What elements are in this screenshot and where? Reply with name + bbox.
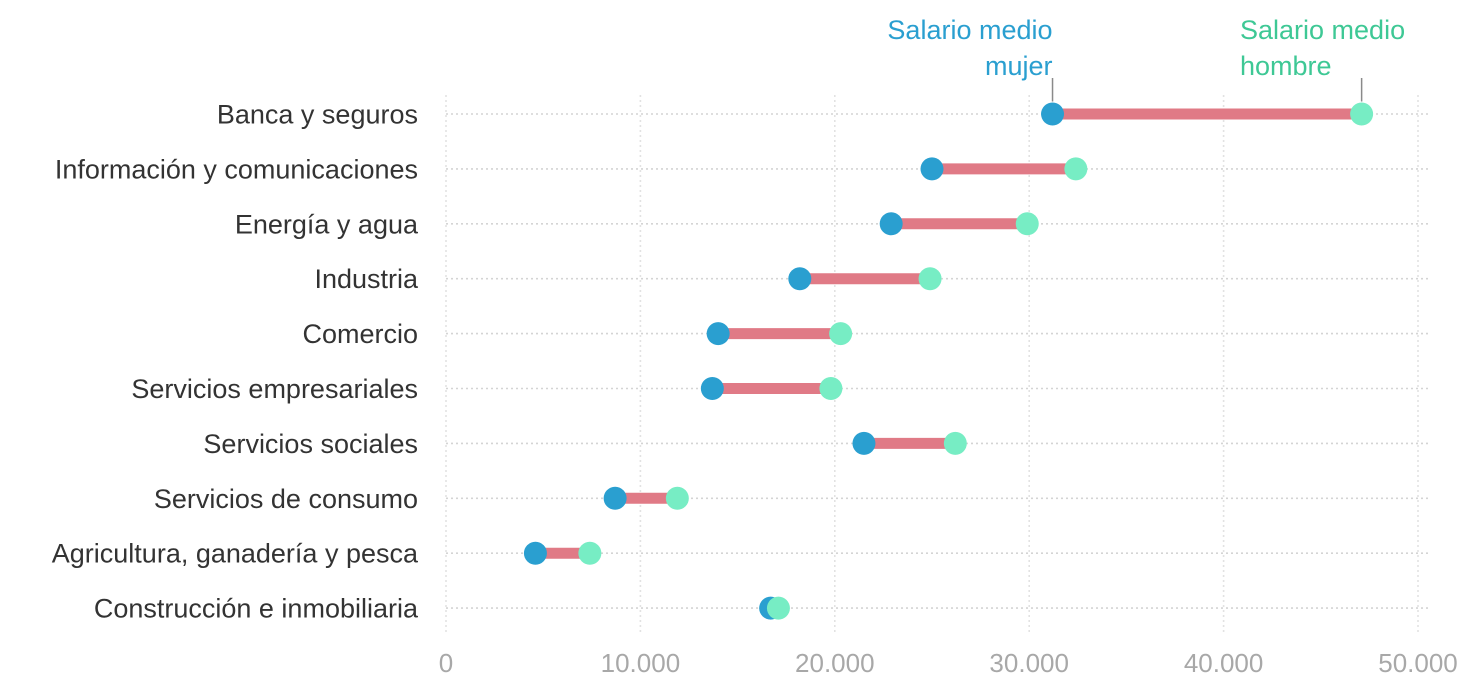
salary-dots bbox=[523, 102, 1374, 620]
legend-hombre: Salario medio hombre bbox=[1240, 15, 1405, 102]
women-salary-dot bbox=[1041, 102, 1065, 126]
women-salary-dot bbox=[523, 541, 547, 565]
legend-mujer-line: Salario medio bbox=[887, 15, 1052, 45]
men-salary-dot bbox=[943, 431, 967, 455]
series-annotations: Salario medio mujer Salario medio hombre bbox=[887, 15, 1405, 102]
category-label: Servicios empresariales bbox=[131, 374, 418, 404]
category-labels: Banca y seguros Información y comunicacio… bbox=[52, 100, 419, 624]
category-label: Banca y seguros bbox=[217, 100, 418, 130]
women-salary-dot bbox=[920, 157, 944, 181]
category-label: Industria bbox=[314, 264, 419, 294]
men-salary-dot bbox=[578, 541, 602, 565]
x-axis-ticks: 0 10.000 20.000 30.000 40.000 50.000 bbox=[439, 648, 1458, 675]
x-tick-label: 50.000 bbox=[1378, 648, 1458, 675]
category-label: Construcción e inmobiliaria bbox=[94, 594, 419, 624]
women-salary-dot bbox=[852, 431, 876, 455]
legend-hombre-line: hombre bbox=[1240, 51, 1332, 81]
category-label: Agricultura, ganadería y pesca bbox=[52, 539, 419, 569]
men-salary-dot bbox=[1015, 212, 1039, 236]
men-salary-dot bbox=[1350, 102, 1374, 126]
men-salary-dot bbox=[819, 377, 843, 400]
x-tick-label: 0 bbox=[439, 648, 453, 675]
category-label: Servicios sociales bbox=[203, 429, 418, 459]
category-label: Energía y agua bbox=[235, 209, 419, 239]
women-salary-dot bbox=[879, 212, 903, 236]
men-salary-dot bbox=[918, 267, 942, 291]
women-salary-dot bbox=[706, 322, 730, 346]
women-salary-dot bbox=[603, 486, 627, 510]
category-label: Servicios de consumo bbox=[154, 484, 418, 514]
men-salary-dot bbox=[1064, 157, 1088, 181]
x-tick-label: 20.000 bbox=[795, 648, 875, 675]
legend-mujer-line: mujer bbox=[985, 51, 1053, 81]
men-salary-dot bbox=[766, 596, 790, 620]
men-salary-dot bbox=[665, 486, 689, 510]
gap-bars bbox=[535, 108, 1362, 614]
x-tick-label: 30.000 bbox=[989, 648, 1069, 675]
x-tick-label: 40.000 bbox=[1184, 648, 1264, 675]
men-salary-dot bbox=[829, 322, 853, 346]
category-label: Comercio bbox=[302, 319, 418, 349]
x-tick-label: 10.000 bbox=[601, 648, 681, 675]
women-salary-dot bbox=[788, 267, 812, 291]
category-label: Información y comunicaciones bbox=[55, 154, 418, 184]
legend-mujer: Salario medio mujer bbox=[887, 15, 1054, 102]
women-salary-dot bbox=[700, 377, 724, 400]
legend-hombre-line: Salario medio bbox=[1240, 15, 1405, 45]
